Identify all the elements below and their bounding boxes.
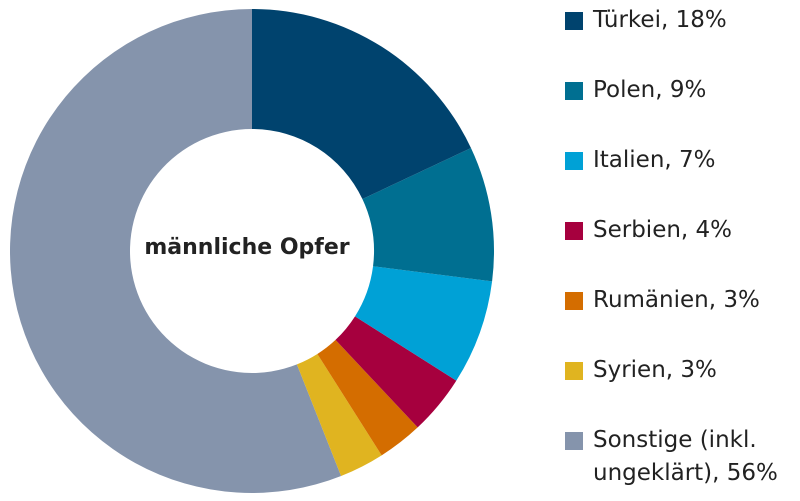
legend-swatch <box>565 152 583 170</box>
center-label: männliche Opfer <box>144 235 349 260</box>
donut-slice <box>252 9 471 200</box>
donut-slice <box>355 266 493 381</box>
chart: männliche Opfer <box>9 9 494 493</box>
donut-slice <box>317 339 418 456</box>
legend-item: Italien, 7% <box>565 144 795 177</box>
donut-slice <box>9 9 342 493</box>
legend-swatch <box>565 82 583 100</box>
legend-item: Türkei, 18% <box>565 4 795 37</box>
legend-swatch <box>565 12 583 30</box>
legend-swatch <box>565 362 583 380</box>
legend-label: Polen, 9% <box>593 77 707 103</box>
legend-label: Sonstige (inkl. ungeklärt), 56% <box>593 427 778 486</box>
legend-label: Türkei, 18% <box>593 7 727 33</box>
donut-slice <box>335 316 457 428</box>
legend-label: Italien, 7% <box>593 147 716 173</box>
legend-item: Sonstige (inkl. ungeklärt), 56% <box>565 424 795 490</box>
legend-item: Rumänien, 3% <box>565 284 795 317</box>
legend-label: Rumänien, 3% <box>593 287 760 313</box>
legend-item: Syrien, 3% <box>565 354 795 387</box>
legend-item: Serbien, 4% <box>565 214 795 247</box>
donut-slice <box>362 147 494 282</box>
legend-swatch <box>565 292 583 310</box>
legend-swatch <box>565 222 583 240</box>
legend-item: Polen, 9% <box>565 74 795 107</box>
legend-label: Syrien, 3% <box>593 357 717 383</box>
legend-swatch <box>565 432 583 450</box>
donut-slice <box>296 354 382 477</box>
legend-label: Serbien, 4% <box>593 217 733 243</box>
